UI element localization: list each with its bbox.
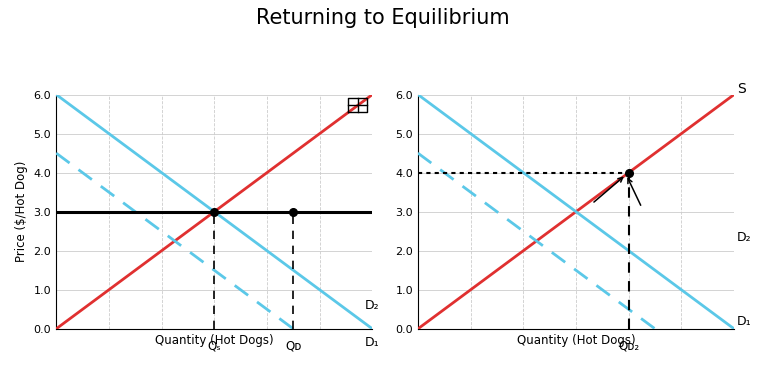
X-axis label: Quantity (Hot Dogs): Quantity (Hot Dogs) [155, 335, 273, 347]
Y-axis label: Price ($/Hot Dog): Price ($/Hot Dog) [15, 161, 28, 262]
Text: D₂: D₂ [365, 299, 379, 312]
X-axis label: Quantity (Hot Dogs): Quantity (Hot Dogs) [517, 335, 635, 347]
Text: S: S [737, 82, 745, 96]
Text: Qₛ: Qₛ [208, 340, 221, 353]
Text: D₂: D₂ [737, 231, 751, 243]
Text: D₁: D₁ [365, 336, 379, 349]
Text: D₁: D₁ [737, 314, 751, 328]
Text: Returning to Equilibrium: Returning to Equilibrium [256, 8, 510, 28]
Text: Qᴅ₂: Qᴅ₂ [618, 340, 640, 353]
Text: Qᴅ: Qᴅ [285, 340, 302, 353]
